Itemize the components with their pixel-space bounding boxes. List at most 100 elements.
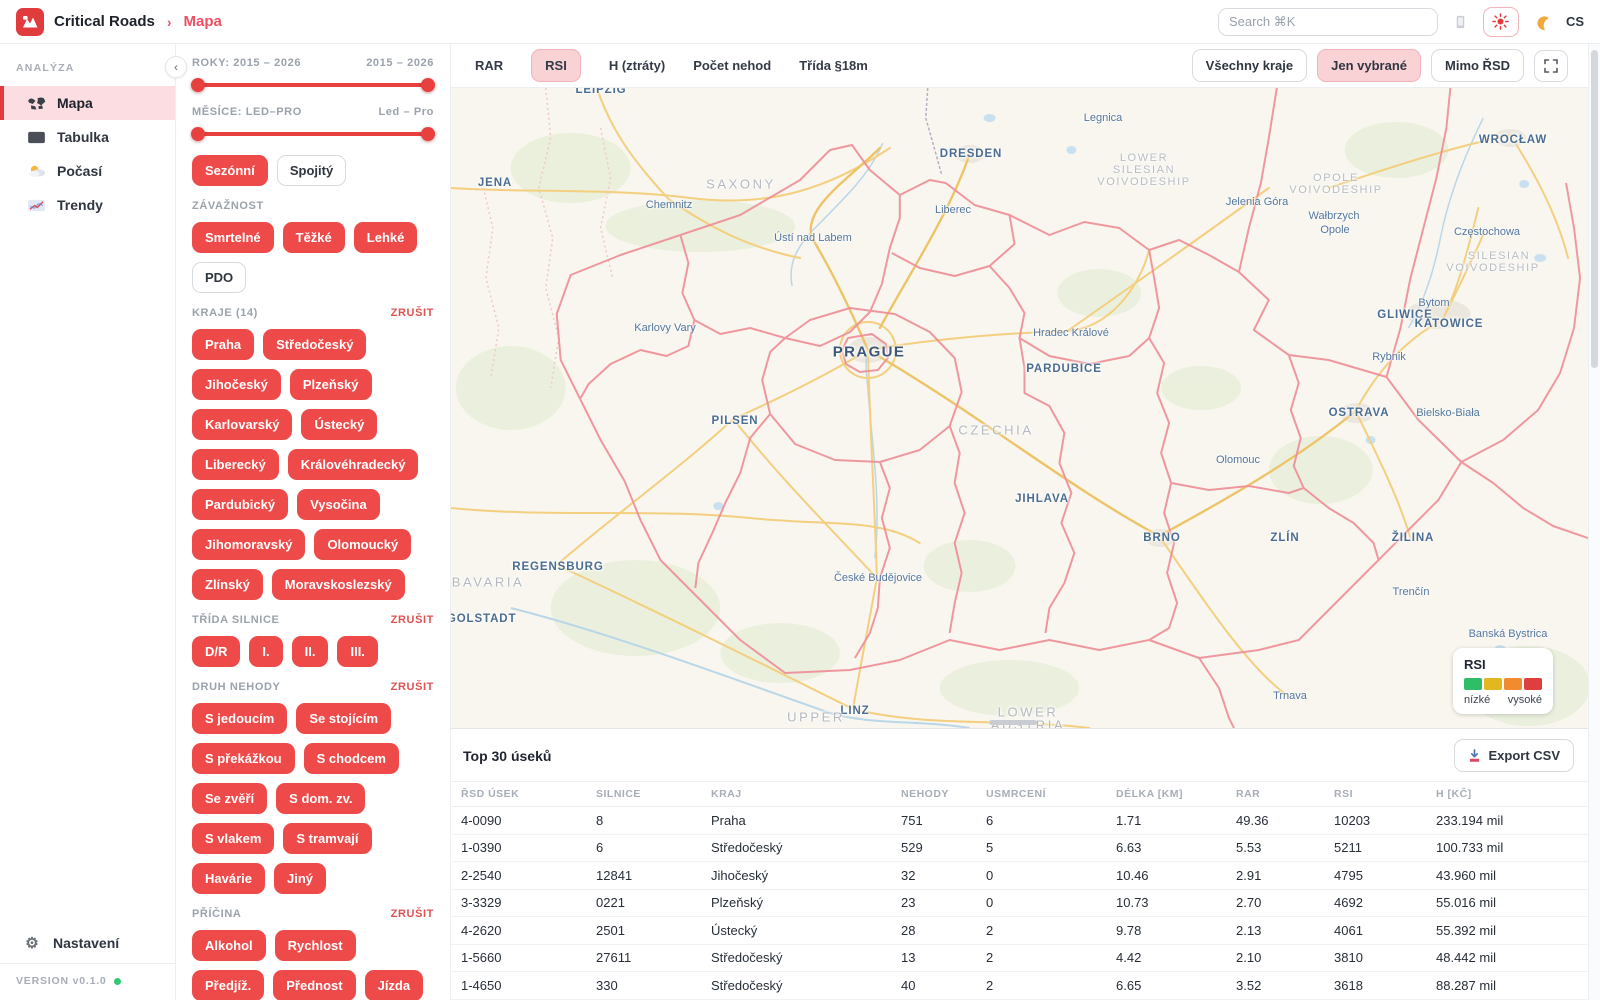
language-selector[interactable]: CS [1565,14,1584,29]
chip-smrteln[interactable]: Smrtelné [192,222,274,253]
chip-s-jedouc-m[interactable]: S jedoucím [192,703,288,734]
map-metric-tab-rar[interactable]: RAR [475,58,504,73]
mode-spojity-button[interactable]: Spojitý [276,155,347,186]
accident-type-chips: S jedoucím Se stojícím S překážkou S chodce… [192,703,434,894]
chip-jin[interactable]: Jiný [273,863,326,894]
table-cell: Ústecký [711,922,758,938]
months-range-slider[interactable] [191,127,435,141]
regions-clear-link[interactable]: ZRUŠIT [390,307,434,319]
chip-p-ednost[interactable]: Přednost [273,970,356,1000]
chip-se-zv[interactable]: Se zvěří [192,783,268,814]
sidebar-item-po-as[interactable]: Počasí [0,154,175,188]
dark-theme-moon-icon[interactable] [1534,13,1551,30]
table-cell: 4-0090 [461,812,502,828]
chip-pdo[interactable]: PDO [192,262,247,293]
table-cell: Středočeský [711,977,783,993]
panel-drag-handle[interactable] [989,720,1037,725]
search-input[interactable]: Search ⌘K [1217,7,1438,36]
table-row[interactable]: 4-2620 2501 Ústecký 28 2 9.78 2.13 4061 55.392 m… [451,917,1588,945]
chip-s-chodcem[interactable]: S chodcem [303,743,399,774]
slider-handle-max[interactable] [421,127,435,141]
chip-jiho-esk[interactable]: Jihočeský [192,369,281,400]
scope-button-v-echny-kraje[interactable]: Všechny kraje [1191,49,1308,82]
table-cell: 6 [986,812,994,828]
chip-zl-nsk[interactable]: Zlínský [192,569,263,600]
table-row[interactable]: 1-5660 27611 Středočeský 13 2 4.42 2.10 3810 48.… [451,945,1588,972]
sidebar-item-tabulka[interactable]: Tabulka [0,120,175,154]
table-cell: 1-0390 [461,840,502,856]
chip-s-p-ek-kou[interactable]: S překážkou [192,743,295,774]
chip-ii[interactable]: II. [291,636,329,667]
map-metric-tab-rsi[interactable]: RSI [531,49,581,82]
table-body: 4-0090 8 Praha 751 6 1.71 49.36 10203 233.194 mi… [451,807,1588,1000]
chip-i[interactable]: I. [249,636,283,667]
slider-handle-max[interactable] [421,78,435,92]
scrollbar-thumb[interactable] [1591,50,1598,368]
scope-button-mimo-sd[interactable]: Mimo ŘSD [1431,49,1524,82]
system-theme-icon[interactable] [1453,14,1468,30]
chip-s-vlakem[interactable]: S vlakem [192,823,275,854]
chip-lehk[interactable]: Lehké [353,222,418,253]
chip-hav-rie[interactable]: Havárie [192,863,265,894]
chip-d-r[interactable]: D/R [192,636,241,667]
chip-rychlost[interactable]: Rychlost [274,930,356,961]
column-header-silnice: SILNICE [596,788,641,800]
slider-handle-min[interactable] [191,78,205,92]
chip-libereck[interactable]: Liberecký [192,449,279,480]
years-range-slider[interactable] [191,78,435,92]
map-canvas[interactable]: LEIPZIG JENA DRESDEN SAXONY Chemnitz Legnica W… [451,88,1588,728]
map-metric-tab-h-ztr-ty[interactable]: H (ztráty) [608,58,666,73]
export-csv-button[interactable]: Export CSV [1454,739,1574,772]
chip-steck[interactable]: Ústecký [301,409,378,440]
fullscreen-button[interactable] [1534,49,1568,82]
page-scrollbar[interactable] [1588,44,1600,1000]
chip-karlovarsk[interactable]: Karlovarský [192,409,293,440]
sidebar-item-mapa[interactable]: Mapa [0,86,175,120]
chip-p-edj[interactable]: Předjíž. [192,970,265,1000]
sidebar-collapse-button[interactable]: ‹ [165,56,187,78]
chip-moravskoslezsk[interactable]: Moravskoslezský [271,569,405,600]
map-metric-tab-po-et-nehod[interactable]: Počet nehod [693,58,772,73]
breadcrumb[interactable]: Mapa [183,13,222,30]
mode-sezonni-button[interactable]: Sezónní [192,155,268,186]
sidebar-item-label: Tabulka [57,129,109,145]
chip-plze-sk[interactable]: Plzeňský [289,369,372,400]
chip-s-tramvaj[interactable]: S tramvají [283,823,372,854]
chip-vyso-ina[interactable]: Vysočina [297,489,380,520]
sidebar-item-nastaveni[interactable]: ⚙ Nastavení [0,923,175,963]
table-cell: Jihočeský [711,867,769,883]
table-row[interactable]: 2-2540 12841 Jihočeský 32 0 10.46 2.91 4795 43.9… [451,862,1588,890]
map-metric-tab-t-da-18m[interactable]: Třída §18m [799,58,868,73]
chip-st-edo-esk[interactable]: Středočeský [263,329,367,360]
chip-t-k[interactable]: Těžké [282,222,345,253]
weather-icon [26,164,46,178]
table-cell: 12841 [596,867,633,883]
accident-type-clear-link[interactable]: ZRUŠIT [390,681,434,693]
chip-iii[interactable]: III. [337,636,378,667]
chip-praha[interactable]: Praha [192,329,255,360]
chip-jihomoravsk[interactable]: Jihomoravský [192,529,306,560]
severity-chips: Smrtelné Těžké Lehké PDO [192,222,434,293]
chip-kr-lov-hradeck[interactable]: Královéhradecký [287,449,419,480]
chip-olomouck[interactable]: Olomoucký [314,529,412,560]
chip-alkohol[interactable]: Alkohol [192,930,266,961]
table-row[interactable]: 3-3329 0221 Plzeňský 23 0 10.73 2.70 4692 55.016… [451,890,1588,917]
table-cell: 751 [901,812,923,828]
chip-se-stoj-c-m[interactable]: Se stojícím [296,703,391,734]
column-header-kraj: KRAJ [711,788,742,800]
table-row[interactable]: 4-0090 8 Praha 751 6 1.71 49.36 10203 233.194 mi… [451,807,1588,835]
chip-s-dom-zv[interactable]: S dom. zv. [276,783,366,814]
column-header-d-lka-km: DÉLKA [KM] [1116,788,1184,800]
light-theme-button[interactable] [1482,6,1519,37]
cause-clear-link[interactable]: ZRUŠIT [390,908,434,920]
slider-handle-min[interactable] [191,127,205,141]
scope-button-jen-vybran[interactable]: Jen vybrané [1317,49,1421,82]
road-class-clear-link[interactable]: ZRUŠIT [390,614,434,626]
table-cell: Plzeňský [711,895,764,911]
chip-pardubick[interactable]: Pardubický [192,489,289,520]
table-row[interactable]: 1-4650 330 Středočeský 40 2 6.65 3.52 3618 88.28… [451,972,1588,1000]
table-row[interactable]: 1-0390 6 Středočeský 529 5 6.63 5.53 5211 100.73… [451,835,1588,862]
chip-j-zda[interactable]: Jízda [364,970,424,1000]
sidebar-item-trendy[interactable]: Trendy [0,188,175,222]
table-cell: 6 [596,840,604,856]
